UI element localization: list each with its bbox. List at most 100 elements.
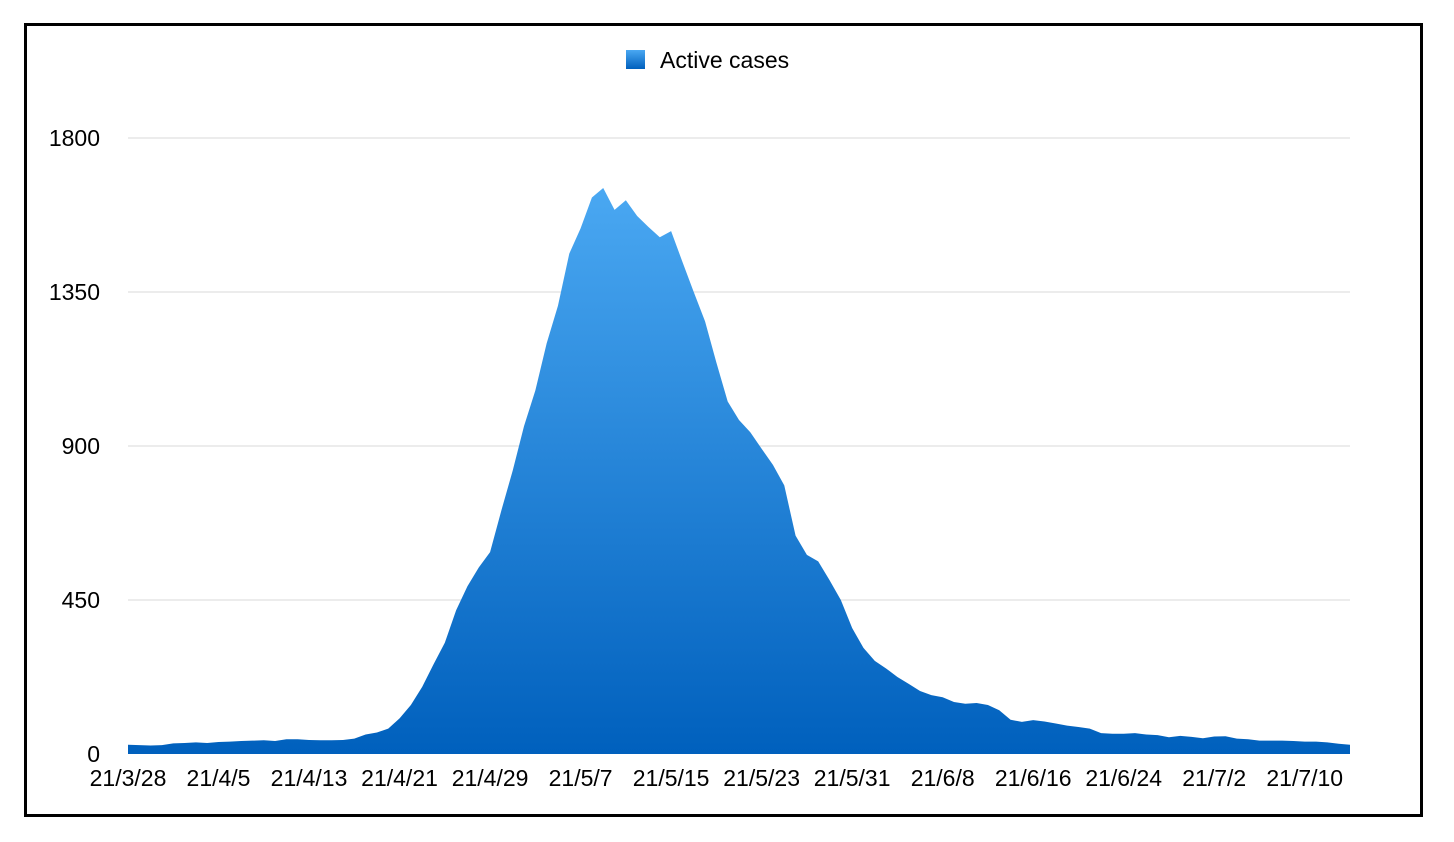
y-tick-label: 450 [62,587,100,613]
data-point-active-cases [726,400,730,404]
data-point-active-cases [217,740,221,744]
x-tick-label: 21/5/23 [723,765,800,791]
data-point-active-cases [1178,734,1182,738]
data-point-active-cases [997,708,1001,712]
y-tick-label: 0 [87,741,100,767]
x-tick-label: 21/5/7 [549,765,613,791]
y-axis: 0 450 900 1350 1800 [49,125,100,767]
y-tick-label: 900 [62,433,100,459]
data-point-active-cases [239,739,243,743]
data-point-active-cases [748,430,752,434]
data-point-active-cases [183,741,187,745]
data-point-active-cases [284,737,288,741]
data-point-active-cases [194,740,198,744]
data-point-active-cases [624,198,628,202]
data-point-active-cases [1303,740,1307,744]
data-point-active-cases [454,608,458,612]
data-point-active-cases [567,252,571,256]
data-point-active-cases [533,389,537,393]
data-point-active-cases [432,662,436,666]
data-point-active-cases [205,741,209,745]
data-point-active-cases [613,208,617,212]
data-point-active-cases [341,738,345,742]
data-point-active-cases [703,319,707,323]
data-point-active-cases [1054,722,1058,726]
data-point-active-cases [228,740,232,744]
data-point-active-cases [839,598,843,602]
data-point-active-cases [1235,737,1239,741]
data-point-active-cases [601,186,605,190]
data-point-active-cases [1337,742,1341,746]
data-point-active-cases [477,565,481,569]
data-point-active-cases [398,716,402,720]
x-tick-label: 21/4/29 [452,765,529,791]
data-point-active-cases [680,260,684,264]
data-point-active-cases [409,703,413,707]
data-point-active-cases [1009,718,1013,722]
x-tick-label: 21/6/16 [995,765,1072,791]
data-point-active-cases [986,703,990,707]
data-point-active-cases [511,469,515,473]
data-point-active-cases [1065,724,1069,728]
data-point-active-cases [1156,733,1160,737]
data-point-active-cases [646,225,650,229]
x-tick-label: 21/4/21 [361,765,438,791]
y-tick-label: 1800 [49,125,100,151]
data-point-active-cases [714,361,718,365]
data-point-active-cases [443,641,447,645]
data-point-active-cases [794,534,798,538]
data-point-active-cases [861,646,865,650]
data-point-active-cases [941,695,945,699]
data-point-active-cases [1144,732,1148,736]
data-point-active-cases [963,702,967,706]
data-point-active-cases [828,578,832,582]
y-tick-label: 1350 [49,279,100,305]
data-point-active-cases [522,424,526,428]
legend-swatch-active-cases [626,50,645,69]
data-point-active-cases [1088,727,1092,731]
data-point-active-cases [737,418,741,422]
data-point-active-cases [1122,732,1126,736]
data-point-active-cases [1110,732,1114,736]
chart-frame [24,23,1423,817]
area-active-cases [128,187,1350,754]
data-point-active-cases [918,689,922,693]
data-point-active-cases [1224,734,1228,738]
data-point-active-cases [1043,719,1047,723]
data-point-active-cases [126,743,130,747]
data-point-active-cases [318,738,322,742]
data-point-active-cases [816,559,820,563]
data-point-active-cases [307,738,311,742]
data-point-active-cases [1212,735,1216,739]
x-tick-label: 21/6/8 [911,765,975,791]
data-point-active-cases [465,584,469,588]
data-point-active-cases [1280,739,1284,743]
data-point-active-cases [488,550,492,554]
data-point-active-cases [149,743,153,747]
x-tick-label: 21/4/13 [271,765,348,791]
x-tick-label: 21/5/31 [814,765,891,791]
data-point-active-cases [975,701,979,705]
data-point-active-cases [692,290,696,294]
data-point-active-cases [1269,739,1273,743]
data-point-active-cases [929,693,933,697]
data-point-active-cases [873,659,877,663]
data-point-active-cases [1348,743,1352,747]
legend: Active cases [626,47,789,73]
x-tick-label: 21/3/28 [90,765,167,791]
data-point-active-cases [352,737,356,741]
data-point-active-cases [250,739,254,743]
data-point-active-cases [330,738,334,742]
data-point-active-cases [137,743,141,747]
data-point-active-cases [850,626,854,630]
data-point-active-cases [1031,718,1035,722]
data-point-active-cases [1167,735,1171,739]
x-tick-label: 21/6/24 [1085,765,1162,791]
data-point-active-cases [635,214,639,218]
x-tick-label: 21/5/15 [633,765,710,791]
data-point-active-cases [907,682,911,686]
data-point-active-cases [273,739,277,743]
data-point-active-cases [1190,735,1194,739]
data-point-active-cases [1246,737,1250,741]
